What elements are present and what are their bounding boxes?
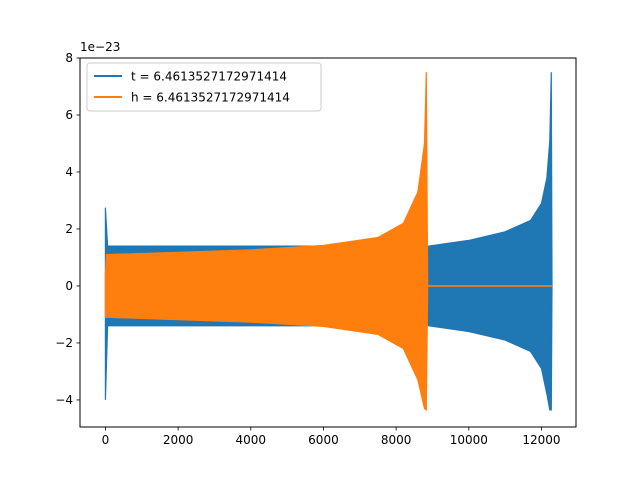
legend-box <box>86 62 322 112</box>
x-tick-label: 2000 <box>163 433 194 447</box>
x-tick-label: 4000 <box>236 433 267 447</box>
y-axis-scale-label: 1e−23 <box>80 40 120 54</box>
y-tick-label: 0 <box>65 279 73 293</box>
y-tick-label: 2 <box>65 222 73 236</box>
y-tick-label: −2 <box>55 336 73 350</box>
axes-frame <box>79 57 577 428</box>
x-axis: 0 2000 4000 6000 8000 10000 12000 <box>102 427 561 447</box>
x-tick-label: 12000 <box>522 433 560 447</box>
x-tick-label: 0 <box>102 433 110 447</box>
x-tick-label: 8000 <box>381 433 412 447</box>
y-axis: −4 −2 0 2 4 6 8 <box>55 51 80 407</box>
y-tick-label: 8 <box>65 51 73 65</box>
y-tick-label: −4 <box>55 393 73 407</box>
y-tick-label: 4 <box>65 165 73 179</box>
legend-entry-label: h = 6.4613527172971414 <box>131 91 290 105</box>
x-tick-label: 10000 <box>450 433 488 447</box>
legend-entry-label: t = 6.4613527172971414 <box>131 70 287 84</box>
x-tick-label: 6000 <box>308 433 339 447</box>
plot-area <box>104 72 553 412</box>
legend: t = 6.4613527172971414 h = 6.461352717297… <box>86 62 322 112</box>
y-tick-label: 6 <box>65 108 73 122</box>
series-1-band <box>104 72 553 411</box>
